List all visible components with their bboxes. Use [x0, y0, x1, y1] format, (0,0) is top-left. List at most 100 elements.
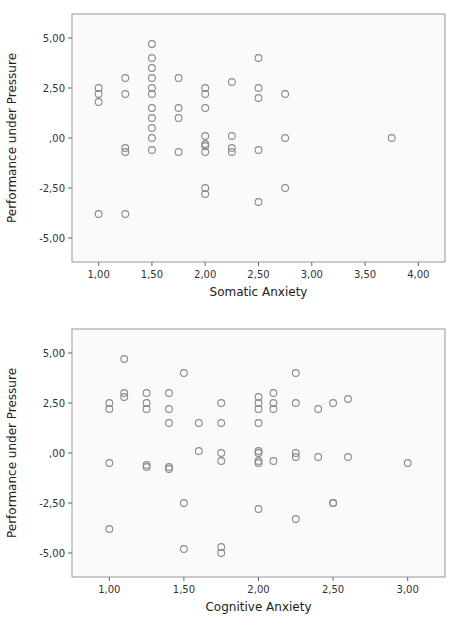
scatter-point	[149, 55, 156, 62]
scatter-point	[106, 460, 113, 467]
scatter-point	[149, 75, 156, 82]
scatter-point	[228, 149, 235, 156]
y-tick-label: 2,50	[43, 398, 65, 409]
scatter-point	[330, 500, 337, 507]
x-tick	[365, 262, 366, 266]
x-tick-label: 1,50	[141, 269, 163, 280]
scatter-point	[149, 91, 156, 98]
y-tick-label: -2,50	[39, 498, 65, 509]
x-tick-label: 1,50	[173, 584, 195, 595]
scatter-point	[345, 454, 352, 461]
scatter-point	[121, 394, 128, 401]
scatter-point	[315, 406, 322, 413]
panel: 1,001,502,002,503,00-5,00-2,50,002,505,0…	[5, 329, 445, 614]
scatter-point	[292, 370, 299, 377]
y-tick-label: 5,00	[43, 348, 65, 359]
y-tick	[68, 403, 72, 404]
y-tick	[68, 503, 72, 504]
plot-frame	[72, 14, 445, 262]
x-tick-label: 3,00	[397, 584, 419, 595]
scatter-point	[175, 115, 182, 122]
scatter-point	[292, 454, 299, 461]
scatter-point	[122, 149, 129, 156]
x-tick	[183, 577, 184, 581]
scatter-point	[202, 149, 209, 156]
x-axis-label: Somatic Anxiety	[210, 285, 308, 299]
scatter-point	[106, 526, 113, 533]
scatter-point	[218, 400, 225, 407]
chart-canvas: 1,001,502,002,503,003,504,00-5,00-2,50,0…	[0, 0, 459, 641]
scatter-point	[255, 199, 262, 206]
scatter-point	[255, 420, 262, 427]
scatter-point	[175, 105, 182, 112]
scatter-point	[345, 396, 352, 403]
x-tick	[407, 577, 408, 581]
x-tick	[333, 577, 334, 581]
y-tick-label: 2,50	[43, 83, 65, 94]
x-tick-label: 2,50	[247, 269, 269, 280]
scatter-point	[282, 185, 289, 192]
x-tick	[151, 262, 152, 266]
scatter-point	[218, 450, 225, 457]
scatter-point	[218, 458, 225, 465]
y-axis-label: Performance under Pressure	[5, 368, 19, 538]
x-tick	[98, 262, 99, 266]
scatter-point	[95, 99, 102, 106]
scatter-point	[195, 420, 202, 427]
scatter-point	[282, 135, 289, 142]
scatter-point	[149, 115, 156, 122]
scatter-point	[270, 406, 277, 413]
scatter-point	[218, 420, 225, 427]
y-tick-label: 5,00	[43, 33, 65, 44]
scatter-point	[143, 464, 150, 471]
x-tick-label: 3,50	[354, 269, 376, 280]
scatter-point	[149, 41, 156, 48]
scatter-point	[218, 544, 225, 551]
y-tick-label: -2,50	[39, 183, 65, 194]
scatter-point	[255, 406, 262, 413]
scatter-point	[122, 75, 129, 82]
scatter-point	[255, 85, 262, 92]
y-tick-label: ,00	[49, 448, 65, 459]
x-tick	[258, 262, 259, 266]
scatter-point	[122, 211, 129, 218]
scatter-point	[166, 390, 173, 397]
x-tick	[418, 262, 419, 266]
x-tick-label: 2,50	[322, 584, 344, 595]
x-tick-label: 2,00	[247, 584, 269, 595]
scatter-point	[149, 135, 156, 142]
scatter-point	[181, 546, 188, 553]
scatter-point	[149, 105, 156, 112]
y-tick-label: -5,00	[39, 548, 65, 559]
points	[95, 41, 395, 218]
scatter-point	[270, 390, 277, 397]
scatter-point	[270, 458, 277, 465]
x-axis-label: Cognitive Anxiety	[205, 600, 311, 614]
y-tick-label: -5,00	[39, 233, 65, 244]
scatter-point	[202, 191, 209, 198]
points	[106, 356, 411, 557]
scatter-point	[228, 133, 235, 140]
x-tick	[258, 577, 259, 581]
y-axis-label: Performance under Pressure	[5, 53, 19, 223]
scatter-point	[255, 506, 262, 513]
x-tick	[311, 262, 312, 266]
scatter-point	[315, 454, 322, 461]
scatter-point	[106, 406, 113, 413]
scatter-point	[121, 356, 128, 363]
scatter-point	[166, 406, 173, 413]
scatter-point	[175, 75, 182, 82]
scatter-point	[166, 420, 173, 427]
scatter-point	[282, 91, 289, 98]
scatter-point	[330, 500, 337, 507]
scatter-point	[143, 406, 150, 413]
x-tick-label: 4,00	[407, 269, 429, 280]
scatter-point	[255, 147, 262, 154]
panel: 1,001,502,002,503,003,504,00-5,00-2,50,0…	[5, 14, 445, 299]
scatter-point	[255, 55, 262, 62]
scatter-point	[255, 460, 262, 467]
scatter-point	[143, 390, 150, 397]
scatter-point	[202, 133, 209, 140]
scatter-point	[95, 91, 102, 98]
scatter-point	[181, 500, 188, 507]
